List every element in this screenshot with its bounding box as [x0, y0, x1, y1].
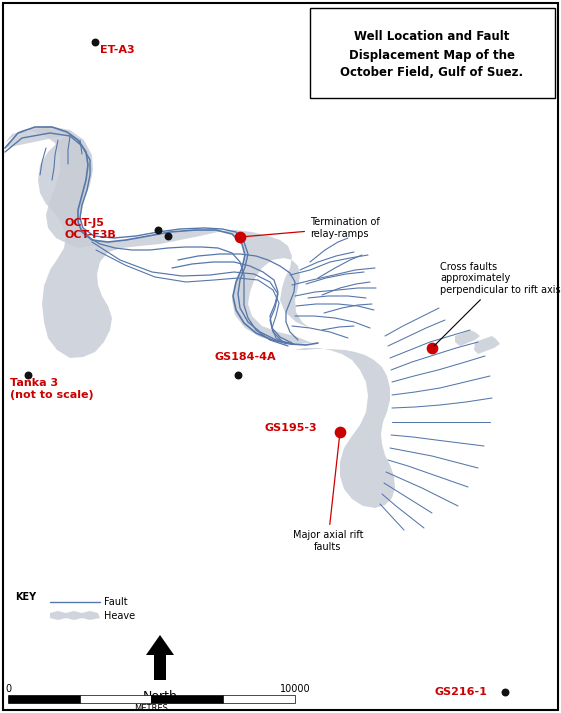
Polygon shape	[455, 330, 480, 346]
Text: METRES: METRES	[135, 704, 168, 713]
Text: Cross faults
approximately
perpendicular to rift axis.: Cross faults approximately perpendicular…	[434, 262, 561, 346]
Point	[335, 426, 344, 438]
Text: OCT-F3B: OCT-F3B	[65, 230, 117, 240]
Point	[24, 369, 33, 381]
Bar	[8, 695, 80, 703]
Polygon shape	[5, 126, 105, 248]
Point	[233, 369, 242, 381]
Polygon shape	[5, 128, 320, 358]
Text: Well Location and Fault
Displacement Map of the
October Field, Gulf of Suez.: Well Location and Fault Displacement Map…	[341, 31, 523, 80]
Text: Fault: Fault	[104, 597, 127, 607]
Polygon shape	[50, 611, 100, 620]
Text: GS184-4A: GS184-4A	[215, 352, 277, 362]
Text: North: North	[142, 690, 177, 703]
Bar	[80, 695, 151, 703]
Text: Heave: Heave	[104, 611, 135, 621]
Text: Termination of
relay-ramps: Termination of relay-ramps	[243, 217, 380, 239]
Point	[163, 230, 172, 242]
Bar	[310, 8, 555, 98]
Text: Major axial rift
faults: Major axial rift faults	[293, 435, 364, 552]
Point	[90, 36, 99, 48]
Text: ET-A3: ET-A3	[100, 45, 135, 55]
Point	[236, 231, 245, 242]
Polygon shape	[295, 348, 395, 508]
Point	[500, 687, 509, 698]
Bar	[151, 695, 223, 703]
Bar	[223, 695, 295, 703]
Text: GS216-1: GS216-1	[435, 687, 488, 697]
Text: GS195-3: GS195-3	[265, 423, 318, 433]
Text: 10000: 10000	[280, 684, 310, 694]
Text: KEY: KEY	[15, 592, 36, 602]
Text: Tanka 3
(not to scale): Tanka 3 (not to scale)	[10, 378, 94, 401]
Point	[427, 342, 436, 354]
Polygon shape	[146, 635, 174, 680]
Text: 0: 0	[5, 684, 11, 694]
Text: OCT-J5: OCT-J5	[65, 218, 105, 228]
Polygon shape	[474, 336, 500, 354]
Point	[154, 225, 163, 236]
